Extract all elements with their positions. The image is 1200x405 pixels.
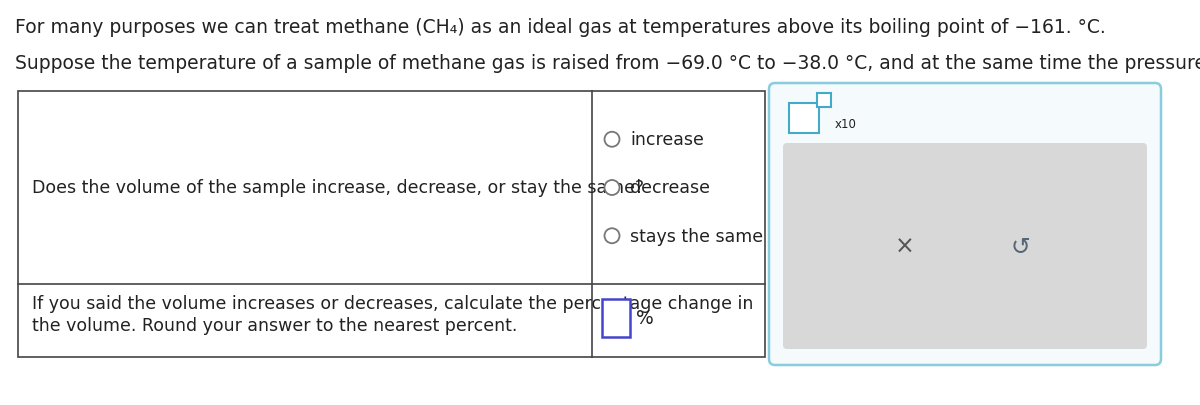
- Text: For many purposes we can treat methane (CH₄) as an ideal gas at temperatures abo: For many purposes we can treat methane (…: [14, 18, 1105, 37]
- FancyBboxPatch shape: [769, 84, 1162, 365]
- Circle shape: [605, 229, 619, 244]
- Text: Does the volume of the sample increase, decrease, or stay the same?: Does the volume of the sample increase, …: [32, 179, 644, 197]
- Text: Suppose the temperature of a sample of methane gas is raised from −69.0 °C to −3: Suppose the temperature of a sample of m…: [14, 54, 1200, 73]
- Text: the volume. Round your answer to the nearest percent.: the volume. Round your answer to the nea…: [32, 316, 517, 334]
- FancyBboxPatch shape: [784, 144, 1147, 349]
- Text: stays the same: stays the same: [630, 227, 763, 245]
- Bar: [790, 104, 818, 134]
- Text: ↺: ↺: [1010, 234, 1030, 258]
- Text: %: %: [636, 309, 654, 328]
- Bar: [817, 94, 830, 108]
- Text: If you said the volume increases or decreases, calculate the percentage change i: If you said the volume increases or decr…: [32, 294, 754, 312]
- Text: ×: ×: [895, 234, 914, 258]
- Text: decrease: decrease: [630, 179, 710, 197]
- Bar: [18, 92, 766, 357]
- Text: increase: increase: [630, 131, 704, 149]
- Text: x10: x10: [835, 117, 857, 130]
- Circle shape: [605, 132, 619, 147]
- Bar: [602, 299, 630, 337]
- Circle shape: [605, 181, 619, 196]
